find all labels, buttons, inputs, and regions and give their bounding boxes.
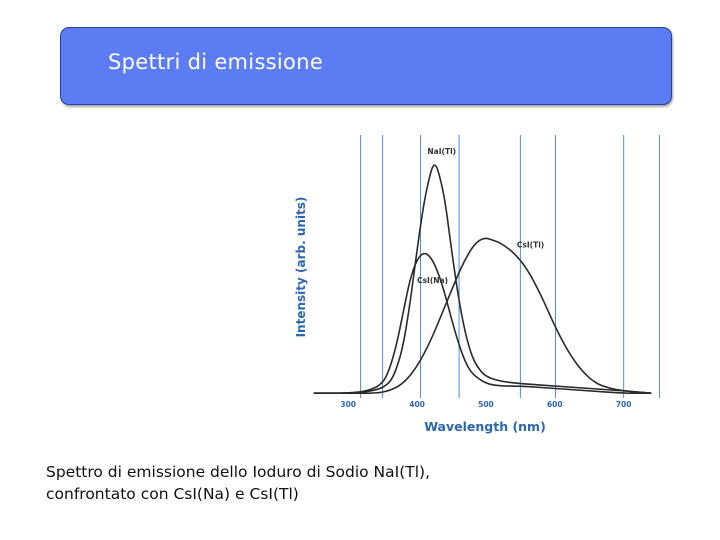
series-label: CsI(Tl) bbox=[517, 240, 544, 249]
chart-x-ticks: 300 400 500 600 700 bbox=[340, 400, 631, 409]
series-line-csi-tl- bbox=[313, 237, 652, 395]
series-line-nai-tl- bbox=[313, 164, 652, 395]
x-tick-label: 700 bbox=[616, 400, 632, 409]
x-axis-label: Wavelength (nm) bbox=[424, 419, 546, 434]
series-label: CsI(Na) bbox=[417, 276, 448, 285]
series-line-csi-na- bbox=[313, 252, 652, 395]
x-tick-label: 600 bbox=[547, 400, 563, 409]
slide-title: Spettri di emissione bbox=[108, 50, 324, 74]
series-label: NaI(Tl) bbox=[427, 147, 456, 156]
chart-curves bbox=[313, 164, 652, 395]
chart-gridlines bbox=[360, 135, 660, 398]
caption-line-2: confrontato con CsI(Na) e CsI(Tl) bbox=[46, 485, 299, 503]
x-tick-label: 400 bbox=[409, 400, 425, 409]
y-axis-label: Intensity (arb. units) bbox=[294, 197, 308, 338]
chart-series-labels: NaI(Tl) CsI(Tl) CsI(Na) bbox=[417, 147, 544, 285]
x-tick-label: 300 bbox=[340, 400, 356, 409]
slide-caption: Spettro di emissione dello Ioduro di Sod… bbox=[46, 461, 566, 505]
title-box: Spettri di emissione bbox=[60, 27, 672, 105]
caption-line-1: Spettro di emissione dello Ioduro di Sod… bbox=[46, 463, 431, 481]
x-tick-label: 500 bbox=[478, 400, 494, 409]
